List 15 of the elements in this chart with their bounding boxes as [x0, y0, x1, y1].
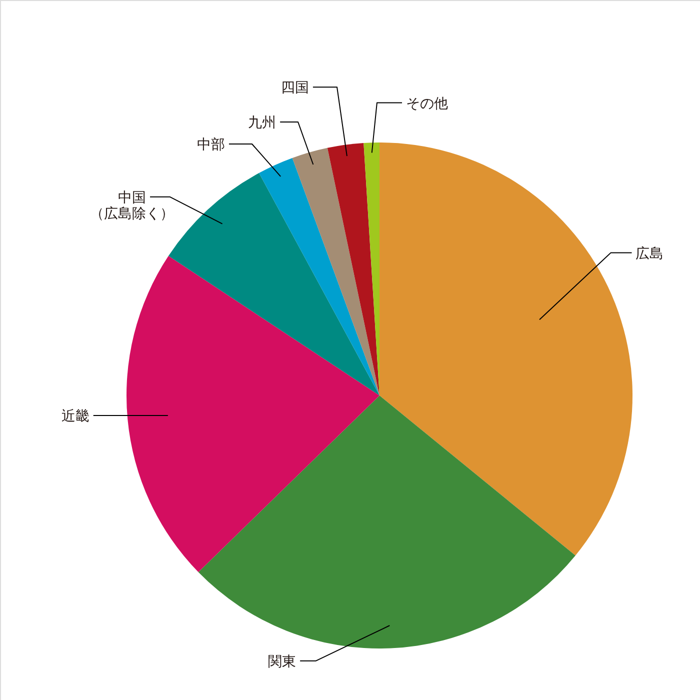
slice-label: 九州	[248, 115, 276, 132]
pie-slice	[292, 148, 380, 396]
slice-label: 近畿	[61, 408, 90, 425]
pie-slice	[327, 143, 380, 396]
slice-label: 中国（広島除く）	[90, 190, 174, 222]
slice-label: 中部	[196, 137, 225, 154]
pie-slice	[126, 256, 380, 572]
pie-slice	[380, 142, 632, 556]
slice-label: その他	[406, 96, 448, 112]
slice-label: 広島	[636, 246, 664, 262]
pie-slice	[168, 173, 380, 396]
pie-slice	[198, 396, 576, 648]
pie-slice	[259, 158, 380, 396]
slice-label: 関東	[268, 654, 296, 670]
slice-label: 四国	[280, 80, 309, 96]
